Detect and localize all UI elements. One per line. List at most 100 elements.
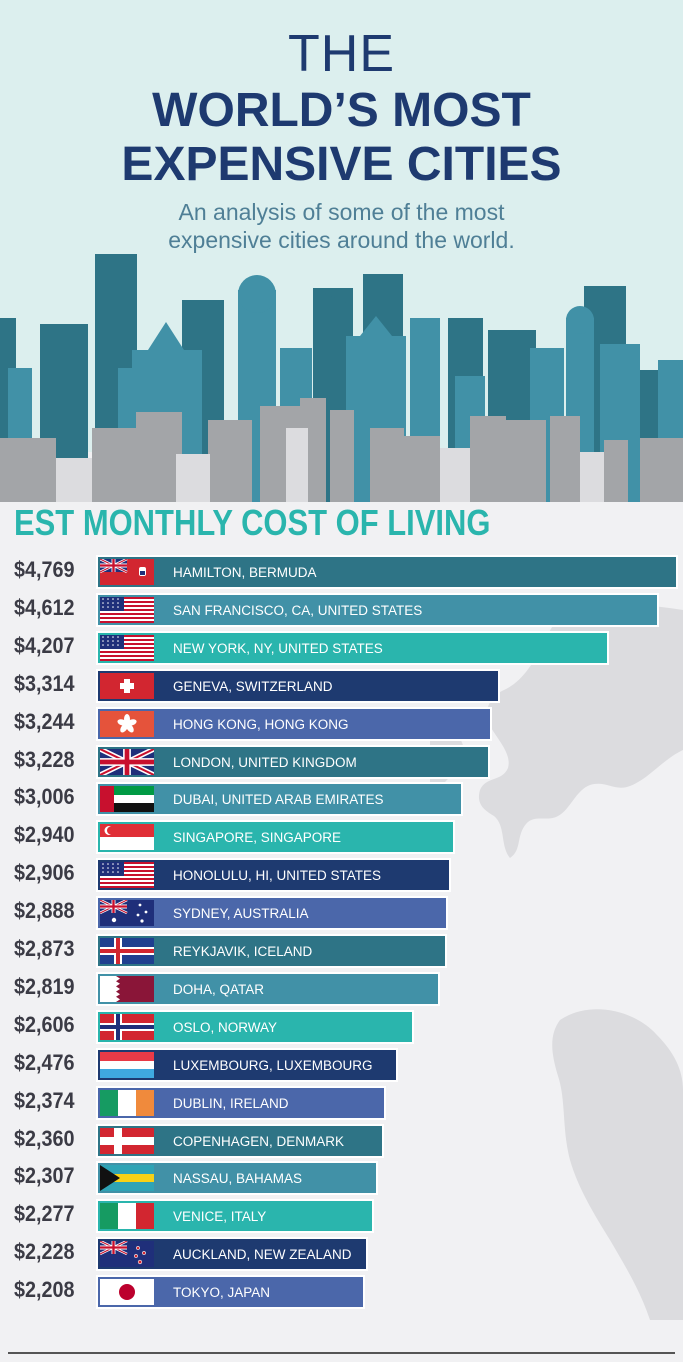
city-skyline-illustration xyxy=(0,254,683,502)
bar-row: $3,244 HONG KONG, HONG KONG xyxy=(0,706,683,741)
value-label: $2,873 xyxy=(14,936,75,961)
newzealand-flag-icon xyxy=(100,1241,154,1268)
bar: HONG KONG, HONG KONG xyxy=(96,706,492,741)
bar-row: $2,307 NASSAU, BAHAMAS xyxy=(0,1161,683,1196)
value-label: $4,207 xyxy=(14,632,75,658)
usa-flag-icon xyxy=(100,634,154,661)
luxembourg-flag-icon xyxy=(100,1051,154,1078)
bar: HAMILTON, BERMUDA xyxy=(96,555,678,589)
bar: DOHA, QATAR xyxy=(96,971,441,1006)
city-label: DUBLIN, IRELAND xyxy=(173,1095,289,1111)
value-label: $2,277 xyxy=(14,1201,75,1227)
bar: TOKYO, JAPAN xyxy=(96,1275,366,1310)
bar-row: $2,208 TOKYO, JAPAN xyxy=(0,1275,683,1310)
value-label: $2,819 xyxy=(14,973,75,999)
bar-row: $3,228 LONDON, UNITED KINGDOM xyxy=(0,744,683,779)
city-label: NASSAU, BAHAMAS xyxy=(173,1171,303,1187)
title-line-1: THE xyxy=(288,25,395,83)
bar: AUCKLAND, NEW ZEALAND xyxy=(96,1237,368,1272)
city-label: SINGAPORE, SINGAPORE xyxy=(173,830,342,846)
city-label: DOHA, QATAR xyxy=(173,981,265,997)
city-label: DUBAI, UNITED ARAB EMIRATES xyxy=(173,792,384,808)
title-line-2: WORLD’S MOST xyxy=(152,84,531,137)
value-label: $3,244 xyxy=(14,708,75,734)
iceland-flag-icon xyxy=(100,938,154,964)
bar-row: $2,277 VENICE, ITALY xyxy=(0,1199,683,1234)
bar-row: $4,207 NEW YORK, NY, UNITED STATES xyxy=(0,630,683,665)
bar: HONOLULU, HI, UNITED STATES xyxy=(96,858,451,893)
city-label: SAN FRANCISCO, CA, UNITED STATES xyxy=(173,602,423,618)
bar: SYDNEY, AUSTRALIA xyxy=(96,896,449,931)
bar: VENICE, ITALY xyxy=(96,1199,374,1234)
bar: NEW YORK, NY, UNITED STATES xyxy=(96,630,610,665)
value-label: $4,612 xyxy=(14,594,75,620)
city-label: SYDNEY, AUSTRALIA xyxy=(173,906,309,922)
denmark-flag-icon xyxy=(100,1127,154,1154)
city-label: TOKYO, JAPAN xyxy=(173,1285,271,1301)
value-label: $2,940 xyxy=(14,822,75,848)
italy-flag-icon xyxy=(100,1203,154,1230)
bar-row: $2,906 HONOLULU, HI, UNITED STATES xyxy=(0,858,683,893)
city-label: COPENHAGEN, DENMARK xyxy=(173,1133,345,1149)
bermuda-flag-icon xyxy=(100,559,154,585)
city-label: HONOLULU, HI, UNITED STATES xyxy=(173,868,382,884)
city-label: GENEVA, SWITZERLAND xyxy=(173,678,333,694)
city-label: AUCKLAND, NEW ZEALAND xyxy=(173,1247,352,1263)
bar: NASSAU, BAHAMAS xyxy=(96,1161,378,1196)
switzerland-flag-icon xyxy=(100,672,154,699)
value-label: $3,228 xyxy=(14,746,75,772)
value-label: $3,006 xyxy=(14,784,75,810)
bar-row: $3,314 GENEVA, SWITZERLAND xyxy=(0,668,683,703)
value-label: $2,307 xyxy=(14,1163,75,1189)
value-label: $2,888 xyxy=(14,898,75,924)
bar-row: $2,476 LUXEMBOURG, LUXEMBOURG xyxy=(0,1047,683,1082)
bar: SINGAPORE, SINGAPORE xyxy=(96,820,455,855)
ireland-flag-icon xyxy=(100,1089,154,1116)
subtitle-line-1: An analysis of some of the most xyxy=(178,199,505,225)
hongkong-flag-icon xyxy=(100,710,154,737)
value-label: $2,906 xyxy=(14,860,75,886)
city-label: HONG KONG, HONG KONG xyxy=(173,716,349,732)
value-label: $2,476 xyxy=(14,1049,75,1075)
bar-row: $3,006 DUBAI, UNITED ARAB EMIRATES xyxy=(0,782,683,817)
bar-row: $2,228 AUCKLAND, NEW ZEALAND xyxy=(0,1237,683,1272)
bar: DUBAI, UNITED ARAB EMIRATES xyxy=(96,782,463,817)
value-label: $3,314 xyxy=(14,670,75,696)
city-label: NEW YORK, NY, UNITED STATES xyxy=(173,640,383,656)
subtitle: An analysis of some of the most expensiv… xyxy=(0,198,683,254)
norway-flag-icon xyxy=(100,1013,154,1040)
bar-row: $2,606 OSLO, NORWAY xyxy=(0,1009,683,1044)
singapore-flag-icon xyxy=(100,824,154,851)
value-label: $2,208 xyxy=(14,1277,75,1303)
city-label: VENICE, ITALY xyxy=(173,1209,267,1225)
qatar-flag-icon xyxy=(100,975,154,1002)
city-label: HAMILTON, BERMUDA xyxy=(173,565,317,580)
title-line-3: EXPENSIVE CITIES xyxy=(121,138,562,191)
city-label: OSLO, NORWAY xyxy=(173,1019,278,1035)
value-label: $2,606 xyxy=(14,1011,75,1037)
value-label: $2,360 xyxy=(14,1125,75,1151)
bar: OSLO, NORWAY xyxy=(96,1009,415,1044)
bar-row: $4,612 SAN FRANCISCO, CA, UNITED STATES xyxy=(0,592,683,627)
bar: SAN FRANCISCO, CA, UNITED STATES xyxy=(96,592,659,627)
value-label: $2,228 xyxy=(14,1239,75,1265)
subtitle-line-2: expensive cities around the world. xyxy=(168,227,515,253)
bar: DUBLIN, IRELAND xyxy=(96,1085,386,1120)
chart-title: EST MONTHLY COST OF LIVING xyxy=(14,502,491,543)
bahamas-flag-icon xyxy=(100,1165,154,1192)
bar-row: $2,940 SINGAPORE, SINGAPORE xyxy=(0,820,683,855)
value-label: $2,374 xyxy=(14,1087,75,1113)
footer-divider xyxy=(8,1352,675,1354)
uk-flag-icon xyxy=(100,748,154,775)
value-label: $4,769 xyxy=(14,557,75,582)
bar-row: $2,873 REYKJAVIK, ICELAND xyxy=(0,934,683,968)
uae-flag-icon xyxy=(100,786,154,813)
bar-row: $2,374 DUBLIN, IRELAND xyxy=(0,1085,683,1120)
australia-flag-icon xyxy=(100,900,154,927)
bar-row: $4,769 HAMILTON, BERMUDA xyxy=(0,555,683,589)
usa-flag-icon xyxy=(100,596,154,623)
bar-row: $2,819 DOHA, QATAR xyxy=(0,971,683,1006)
bar-row: $2,888 SYDNEY, AUSTRALIA xyxy=(0,896,683,931)
bar: REYKJAVIK, ICELAND xyxy=(96,934,447,968)
